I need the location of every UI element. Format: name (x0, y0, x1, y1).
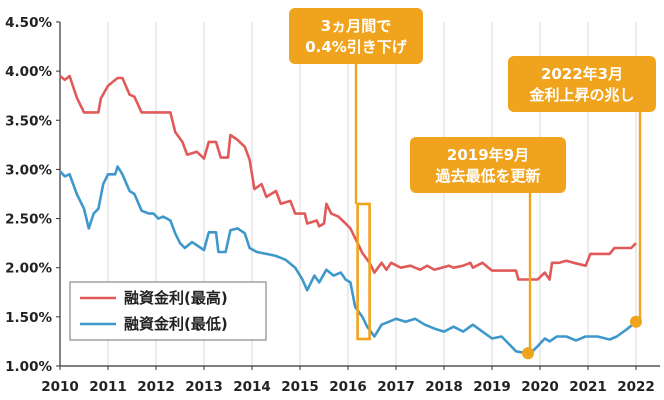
y-tick-label: 2.50% (5, 212, 52, 228)
axes (59, 22, 660, 367)
x-tick-label: 2011 (89, 379, 127, 395)
legend: 融資金利(最高) 融資金利(最低) (69, 281, 267, 341)
highlight-range (356, 202, 371, 341)
x-tick-label: 2015 (281, 379, 319, 395)
x-tick-label: 2019 (473, 379, 511, 395)
marker-dot-2 (630, 315, 642, 328)
x-tick-label: 2020 (521, 379, 559, 395)
legend-label-min: 融資金利(最低) (124, 315, 228, 333)
callout-text-line: 過去最低を更新 (434, 167, 540, 185)
callout-text-line: 2019年9月 (447, 146, 529, 164)
x-tick-label: 2021 (569, 379, 607, 395)
x-tick-label: 2022 (617, 379, 655, 395)
callout-text-line: 3ヵ月間で (321, 17, 391, 35)
callout-box (508, 56, 656, 112)
highlight-rect (356, 202, 371, 341)
x-tick-labels: 2010 2011 2012 2013 2014 2015 2016 2017 2018 2019… (41, 366, 655, 395)
callout-box (410, 137, 566, 193)
x-tick-label: 2016 (329, 379, 367, 395)
x-tick-label: 2013 (185, 379, 223, 395)
x-tick-label: 2014 (233, 379, 271, 395)
y-tick-label: 1.50% (5, 310, 52, 326)
callout-text-line: 0.4%引き下げ (305, 38, 408, 56)
callout-text-line: 2022年3月 (541, 65, 623, 83)
y-tick-label: 1.00% (5, 359, 52, 375)
y-tick-label: 2.00% (5, 261, 52, 277)
callout-text-line: 金利上昇の兆し (528, 86, 634, 104)
y-tick-label: 3.50% (5, 113, 52, 129)
x-tick-label: 2018 (425, 379, 463, 395)
x-tick-label: 2017 (377, 379, 415, 395)
y-tick-label: 4.00% (5, 64, 52, 80)
series-line-min (59, 165, 637, 355)
callout-box (289, 8, 423, 64)
y-tick-label: 4.50% (5, 15, 52, 31)
marker-dot-1 (522, 347, 534, 360)
series-lines (59, 74, 637, 355)
callout-1: 3ヵ月間で 0.4%引き下げ (289, 8, 423, 64)
highlight-markers (522, 315, 642, 360)
y-tick-labels: 4.50% 4.00% 3.50% 3.00% 2.50% 2.00% 1.50% 1.00% (5, 15, 60, 375)
series-line-max (59, 74, 637, 281)
legend-box (69, 281, 267, 341)
legend-label-max: 融資金利(最高) (124, 289, 228, 307)
x-tick-label: 2010 (41, 379, 79, 395)
x-tick-label: 2012 (137, 379, 175, 395)
callout-connectors (354, 64, 642, 353)
y-tick-label: 3.00% (5, 162, 52, 178)
